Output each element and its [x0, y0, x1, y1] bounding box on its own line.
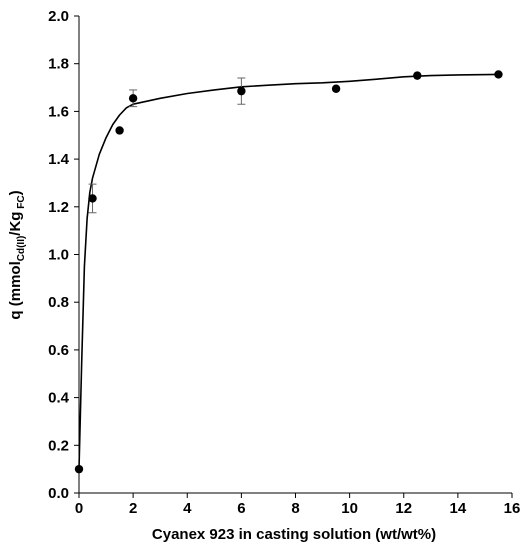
data-point	[413, 71, 422, 80]
y-tick-label: 1.6	[48, 103, 69, 120]
y-tick-label: 1.2	[48, 199, 69, 216]
y-tick-label: 1.4	[48, 151, 70, 168]
plot-area: 0 2 4 6 8 10 12 14 16 0.0 0.2 0.4 0.6 0.8 1.0 1.2 1.4 1.6…	[48, 8, 520, 517]
y-axis-title: q (mmolCd(II)/Kg FC)	[7, 190, 27, 319]
x-tick-label: 16	[504, 500, 521, 517]
x-tick-label: 6	[237, 500, 245, 517]
x-tick-label: 4	[183, 500, 192, 517]
x-tick-label: 10	[341, 500, 358, 517]
y-tick-label: 0.6	[48, 342, 69, 359]
data-point	[115, 126, 124, 135]
y-tick-label: 0.0	[48, 485, 69, 502]
y-axis-title-sub1: Cd(II)	[16, 236, 27, 262]
y-tick-label: 0.2	[48, 437, 69, 454]
x-axis-title: Cyanex 923 in casting solution (wt/wt%)	[152, 526, 436, 543]
data-point	[74, 464, 84, 474]
y-axis-title-main: q (mmol	[7, 261, 24, 319]
x-tick-label: 14	[450, 500, 467, 517]
x-tick-label: 2	[129, 500, 137, 517]
y-tick-label: 0.4	[48, 390, 70, 407]
svg-text:q (mmolCd(II)/Kg FC): q (mmolCd(II)/Kg FC)	[7, 190, 27, 319]
data-point	[88, 194, 97, 203]
fit-curve	[78, 73, 499, 470]
data-point	[331, 84, 341, 93]
y-axis-title-sub2: FC	[16, 195, 27, 211]
y-tick-label: 0.8	[48, 294, 69, 311]
y-tick-label: 1.8	[48, 56, 69, 73]
x-tick-label: 12	[395, 500, 412, 517]
y-axis-title-mid: /Kg	[7, 212, 24, 236]
data-point	[237, 86, 246, 96]
data-point	[128, 94, 138, 103]
data-point	[494, 70, 503, 79]
y-tick-label: 2.0	[48, 8, 69, 25]
x-tick-label: 8	[291, 500, 299, 517]
x-tick-label: 0	[75, 500, 83, 517]
y-tick-label: 1.0	[48, 247, 69, 264]
y-axis-title-end: )	[7, 190, 24, 195]
